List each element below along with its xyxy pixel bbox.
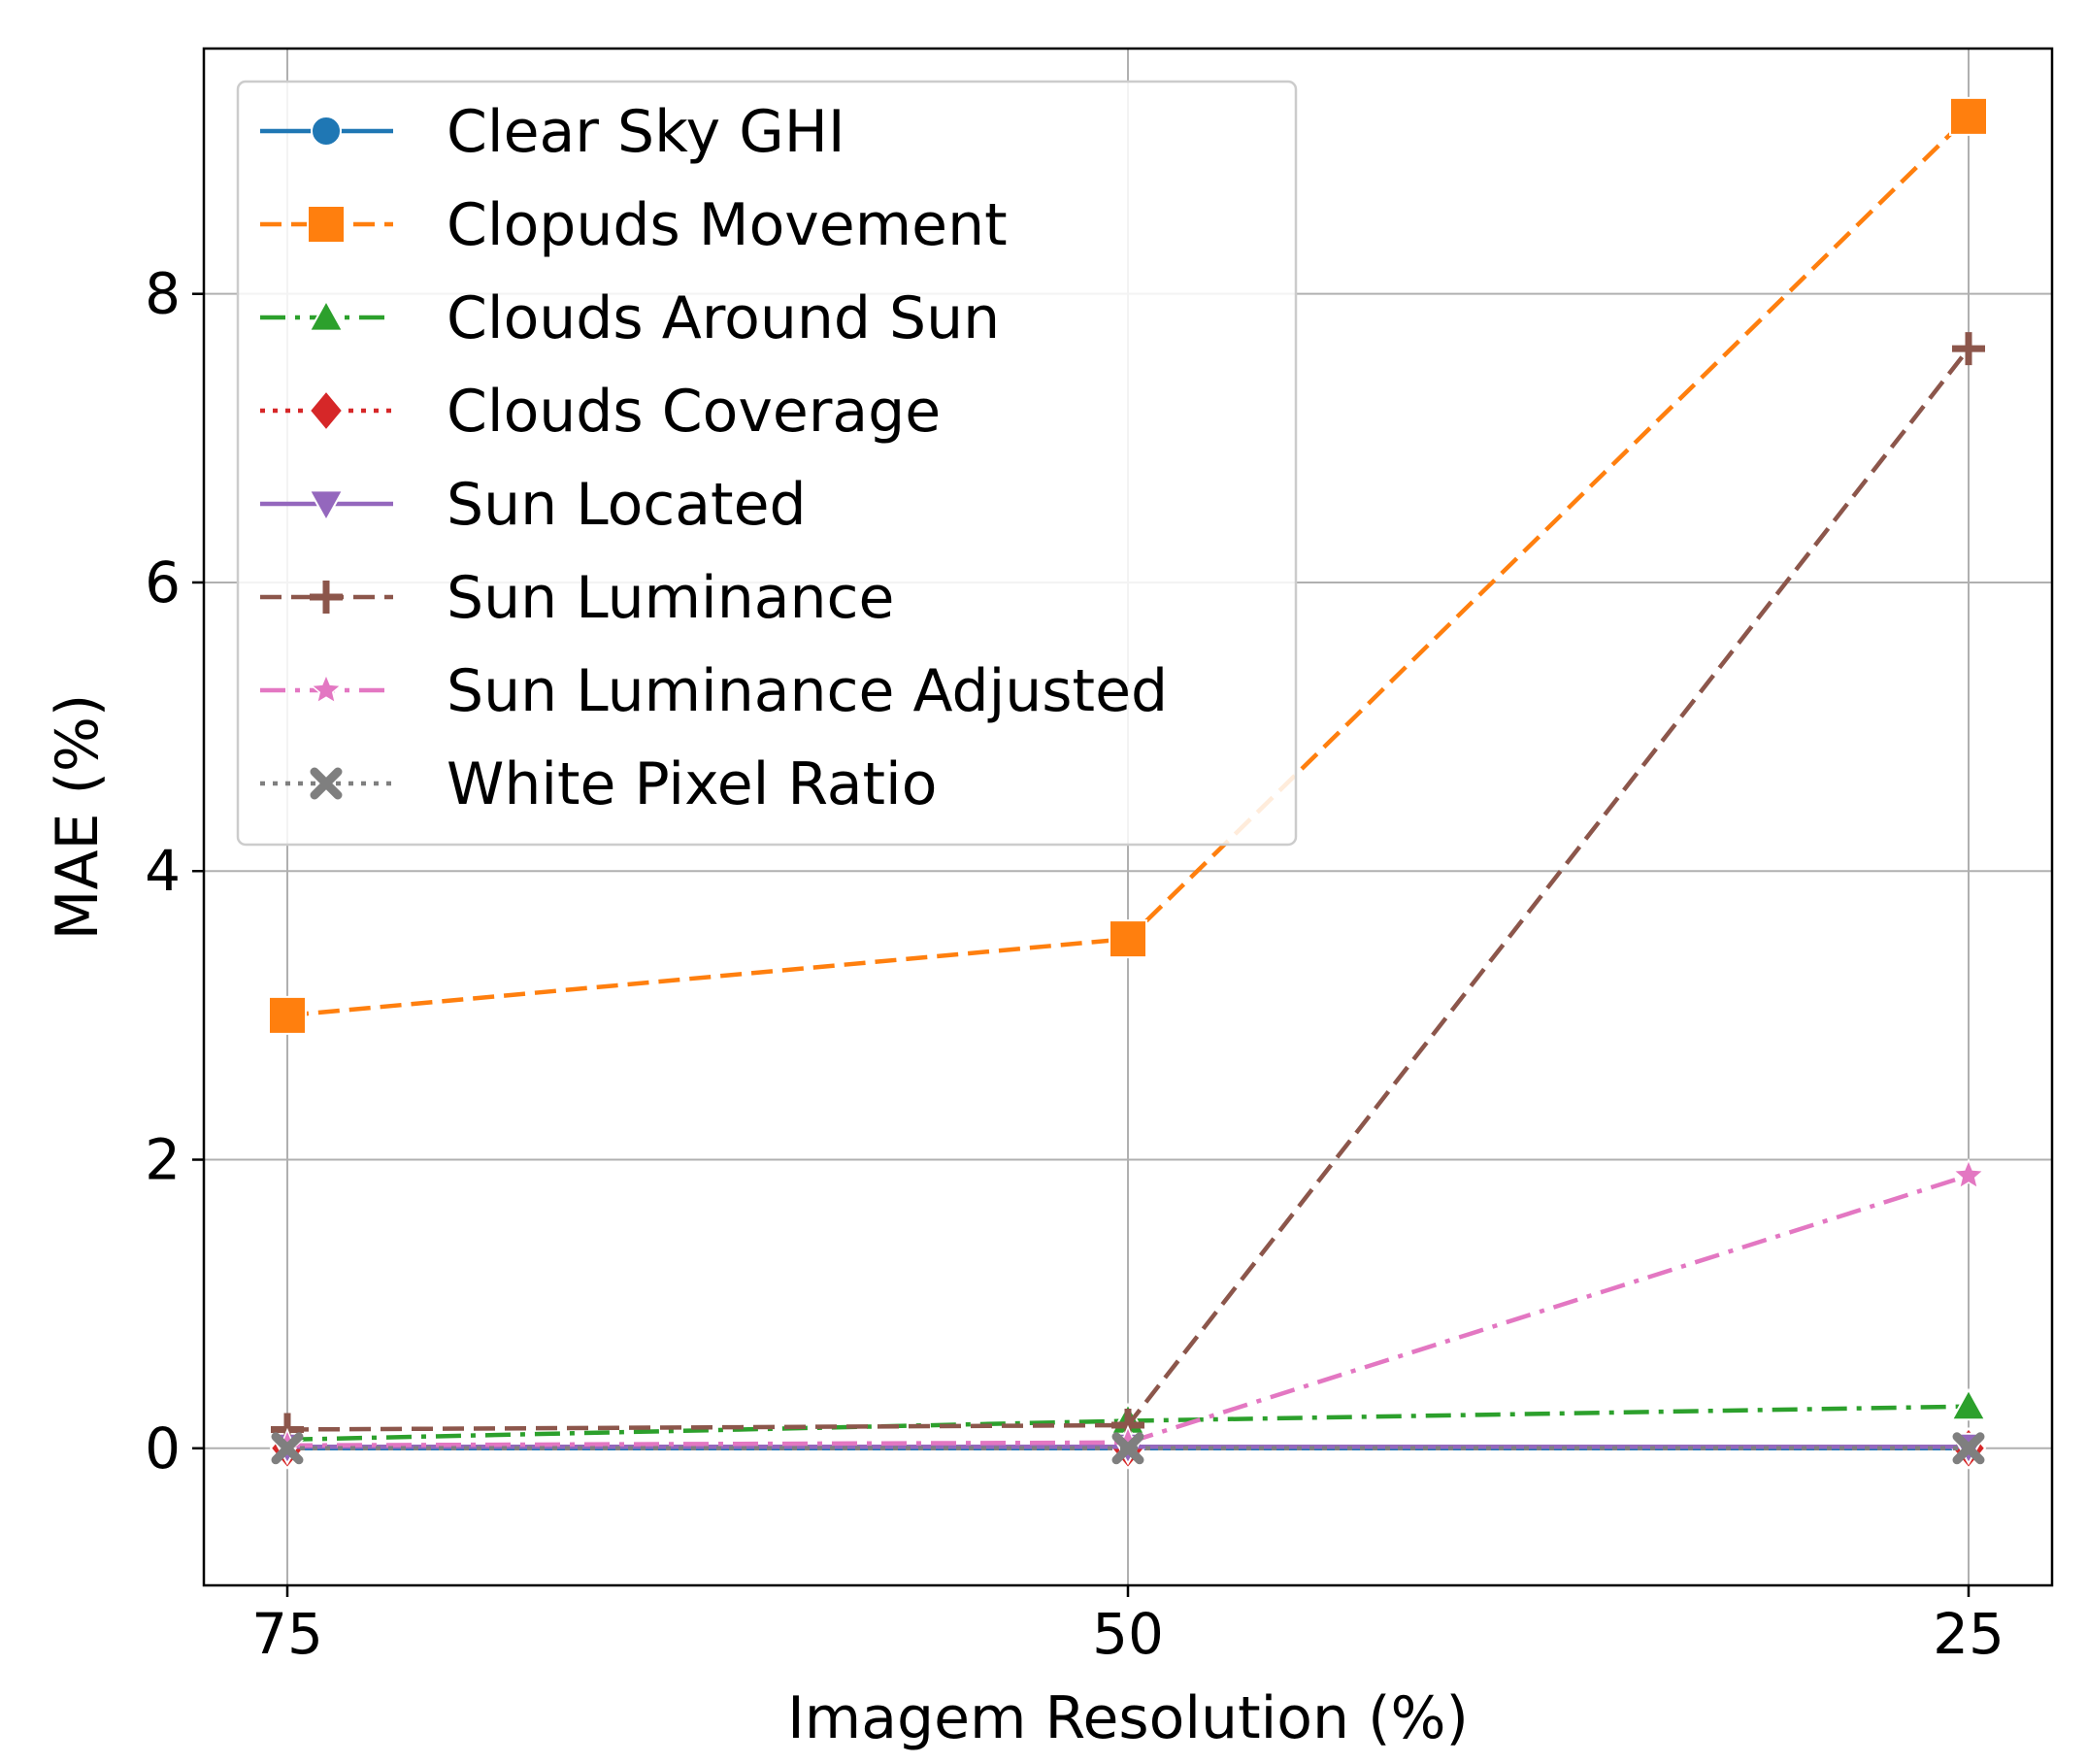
y-tick-label: 4 — [145, 838, 181, 904]
data-point — [311, 116, 342, 147]
y-axis-label: MAE (%) — [44, 694, 112, 941]
data-point — [308, 389, 345, 432]
legend-box — [236, 80, 1298, 847]
legend-label: Clouds Coverage — [447, 378, 941, 446]
data-point — [1949, 96, 1988, 136]
x-tick-label: 25 — [1933, 1601, 2004, 1667]
x-tick-label: 75 — [251, 1601, 323, 1667]
data-point — [309, 673, 344, 705]
legend-entry: Clear Sky GHI — [260, 98, 845, 166]
data-point — [1109, 919, 1147, 959]
legend-label: White Pixel Ratio — [447, 750, 937, 818]
series-clopuds-movement — [268, 96, 1988, 1035]
data-point — [1111, 1432, 1144, 1465]
legend-entry: Sun Located — [260, 471, 807, 539]
data-point — [310, 767, 343, 800]
legend-label: Clouds Around Sun — [447, 284, 1000, 352]
legend-entry: Clouds Around Sun — [260, 284, 1000, 352]
y-tick-label: 0 — [145, 1415, 181, 1481]
data-point — [1951, 1157, 1986, 1190]
data-point — [1952, 332, 1985, 366]
legend: Clear Sky GHI Clopuds Movement Clouds Arou… — [236, 80, 1298, 847]
data-point — [307, 205, 346, 244]
data-point — [271, 1432, 304, 1465]
y-tick-label: 6 — [145, 549, 181, 616]
legend-entry: Sun Luminance Adjusted — [260, 657, 1168, 725]
legend-entry: Sun Luminance — [260, 564, 894, 632]
legend-entry: Clouds Coverage — [260, 378, 941, 446]
series-line — [286, 1404, 1970, 1443]
data-point — [308, 489, 345, 523]
ticks: 75 50 25 0 2 4 6 8 — [145, 261, 2004, 1667]
legend-entry: White Pixel Ratio — [260, 750, 937, 818]
data-point — [310, 581, 343, 614]
data-point — [1950, 1387, 1987, 1421]
data-point — [268, 995, 307, 1035]
x-tick-label: 50 — [1092, 1601, 1164, 1667]
y-tick-label: 2 — [145, 1127, 181, 1193]
y-tick-label: 8 — [145, 261, 181, 327]
legend-label: Sun Luminance — [447, 564, 894, 632]
legend-label: Sun Located — [447, 471, 807, 539]
x-axis-label: Imagem Resolution (%) — [787, 1684, 1469, 1752]
series-white-pixel-ratio — [271, 1432, 1985, 1465]
data-point — [1952, 1432, 1985, 1465]
legend-label: Clopuds Movement — [447, 191, 1008, 259]
legend-entry: Clopuds Movement — [260, 191, 1008, 259]
legend-label: Sun Luminance Adjusted — [447, 657, 1168, 725]
data-point — [308, 298, 345, 332]
legend-label: Clear Sky GHI — [447, 98, 845, 166]
